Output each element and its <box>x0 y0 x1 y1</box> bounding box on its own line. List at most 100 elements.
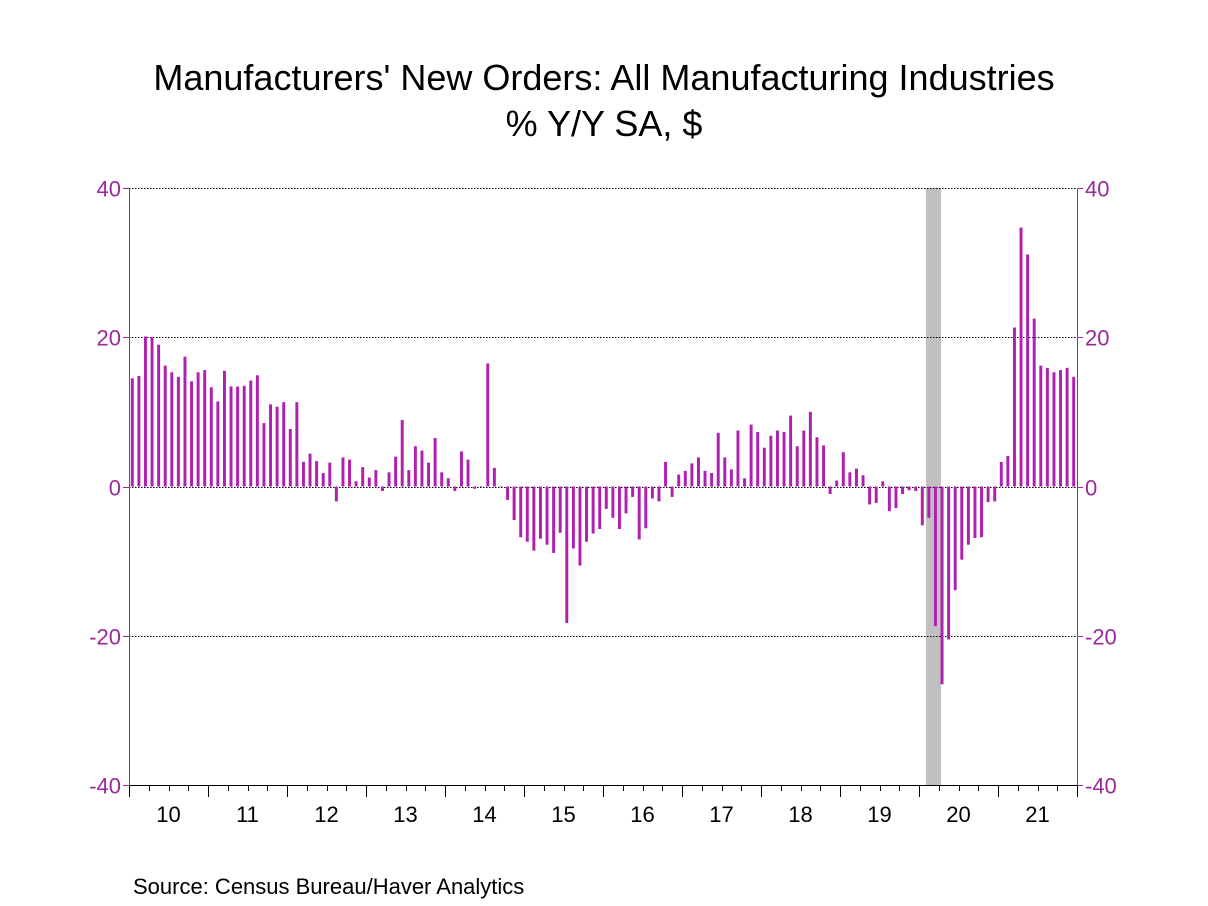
y-tick-label-left: 40 <box>97 177 121 202</box>
bar <box>1072 376 1076 487</box>
x-tick-label: 20 <box>946 802 970 827</box>
bar <box>703 470 707 487</box>
x-tick-label: 14 <box>472 802 496 827</box>
y-tick-label-left: 20 <box>97 326 121 351</box>
bar <box>624 486 628 514</box>
bar <box>361 467 365 487</box>
bar <box>354 481 358 487</box>
bar <box>1052 372 1056 487</box>
x-tick-label: 12 <box>314 802 338 827</box>
bar <box>657 486 661 502</box>
bar <box>835 480 839 487</box>
bar <box>848 472 852 487</box>
bar <box>822 445 826 487</box>
bar <box>242 385 246 487</box>
bar <box>525 486 529 542</box>
bar <box>683 470 687 487</box>
x-tick-label: 18 <box>788 802 812 827</box>
bar <box>644 486 648 529</box>
bar <box>815 437 819 487</box>
bar <box>861 475 865 487</box>
bar <box>914 486 918 491</box>
bar <box>1026 254 1030 487</box>
bar <box>282 402 286 487</box>
bar <box>808 411 812 487</box>
bar <box>413 446 417 487</box>
bar <box>216 401 220 487</box>
bar <box>473 486 477 489</box>
bar <box>558 486 562 533</box>
bar <box>407 470 411 487</box>
bar <box>690 463 694 487</box>
bar <box>222 370 226 487</box>
bar <box>828 486 832 494</box>
bar <box>1045 367 1049 487</box>
bar <box>1012 327 1016 487</box>
bar <box>229 386 233 487</box>
bar <box>650 486 654 499</box>
source-note: Source: Census Bureau/Haver Analytics <box>133 874 525 899</box>
x-tick-label: 21 <box>1025 802 1049 827</box>
bar <box>512 486 516 521</box>
x-tick-label: 17 <box>709 802 733 827</box>
bar <box>578 486 582 566</box>
bar <box>1006 455 1010 487</box>
bar <box>874 486 878 503</box>
bar <box>538 486 542 539</box>
bar <box>137 376 141 487</box>
y-tick-label-left: -20 <box>89 625 121 650</box>
y-tick-label-left: 0 <box>109 476 121 501</box>
bar <box>163 365 167 487</box>
y-tick-label-right: -40 <box>1085 774 1117 799</box>
bar <box>348 459 352 487</box>
bar <box>295 402 299 487</box>
bar <box>196 372 200 487</box>
bar <box>966 486 970 545</box>
bar <box>887 486 891 512</box>
bar <box>420 450 424 487</box>
bar <box>492 467 496 487</box>
bar <box>960 486 964 560</box>
bar <box>157 344 161 487</box>
tick-labels: -40 -40 -20 -20 0 0 20 20 40 40 10 11 12 13 14 15 16 17 18… <box>89 177 1117 828</box>
bar <box>881 481 885 487</box>
bar <box>466 459 470 487</box>
bars <box>130 227 1076 685</box>
bar <box>288 429 292 487</box>
bar <box>321 473 325 487</box>
bar <box>209 387 213 487</box>
bar <box>249 380 253 487</box>
x-tick-label: 10 <box>156 802 180 827</box>
bar <box>723 457 727 487</box>
y-tick-label-right: -20 <box>1085 625 1117 650</box>
bar <box>868 486 872 505</box>
y-tick-label-left: -40 <box>89 774 121 799</box>
bar <box>729 469 733 487</box>
x-tick-label: 15 <box>551 802 575 827</box>
bar <box>920 486 924 526</box>
bar <box>446 478 450 487</box>
bar <box>743 478 747 487</box>
bar <box>933 486 937 627</box>
bar <box>440 472 444 487</box>
bar <box>176 376 180 487</box>
x-tick-label: 13 <box>393 802 417 827</box>
bar <box>394 456 398 487</box>
bar <box>631 486 635 497</box>
bar <box>670 486 674 497</box>
bar <box>789 415 793 487</box>
bar <box>341 457 345 487</box>
bar <box>1059 370 1063 487</box>
bar <box>236 386 240 487</box>
bar <box>947 486 951 640</box>
bar <box>677 474 681 487</box>
bar <box>328 462 332 487</box>
bar <box>453 486 457 491</box>
bar <box>262 423 266 487</box>
bar <box>479 486 483 487</box>
y-tick-label-right: 0 <box>1085 476 1097 501</box>
bar <box>565 486 569 624</box>
bar <box>841 452 845 487</box>
bar <box>130 378 134 487</box>
bar <box>334 486 338 502</box>
